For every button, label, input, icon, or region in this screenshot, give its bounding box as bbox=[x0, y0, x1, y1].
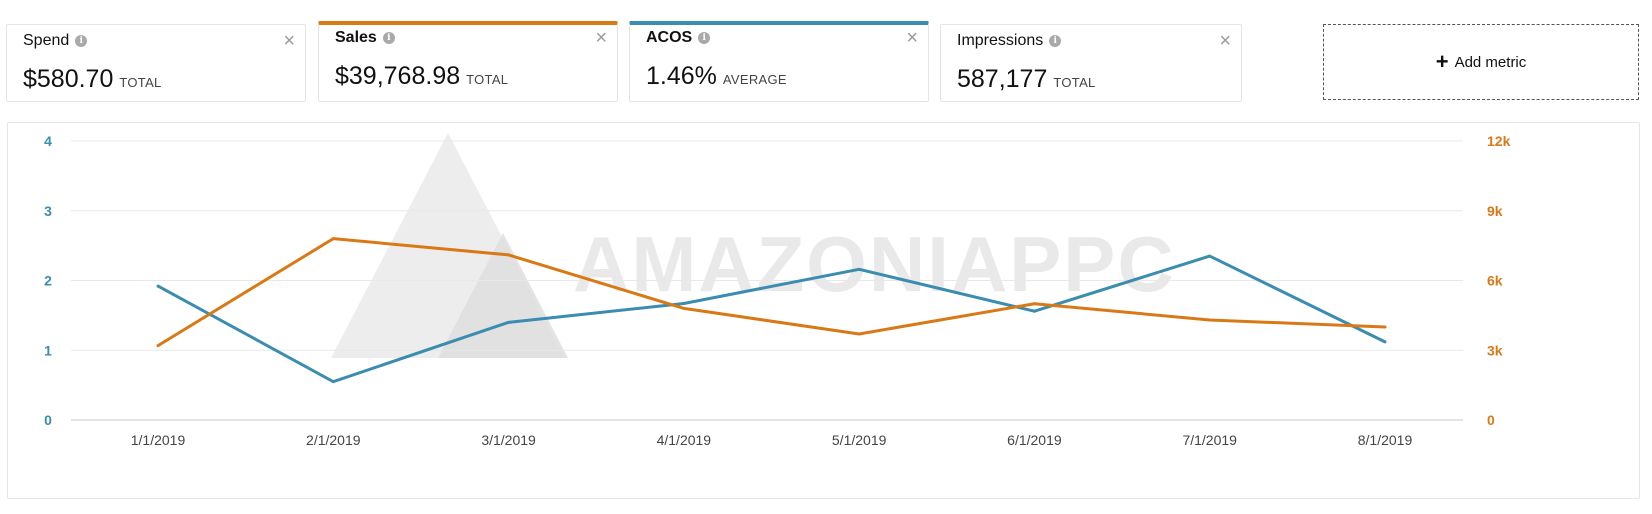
data-point-acos bbox=[1032, 309, 1036, 313]
data-point-sales bbox=[507, 253, 511, 257]
metric-value: $580.70 bbox=[23, 65, 114, 93]
data-point-acos bbox=[857, 267, 861, 271]
metric-aggregate: TOTAL bbox=[119, 75, 162, 90]
metric-name: Impressions i bbox=[957, 32, 1062, 50]
close-icon[interactable]: × bbox=[283, 30, 295, 52]
y-left-tick-label: 0 bbox=[44, 412, 52, 428]
metric-card-impressions[interactable]: Impressions i × 587,177 TOTAL bbox=[940, 24, 1242, 102]
y-right-tick-label: 9k bbox=[1487, 203, 1503, 219]
x-tick-label: 7/1/2019 bbox=[1182, 432, 1237, 448]
metric-card-sales[interactable]: Sales i × $39,768.98 TOTAL bbox=[318, 21, 618, 102]
data-point-sales bbox=[331, 237, 335, 241]
x-tick-label: 3/1/2019 bbox=[481, 432, 536, 448]
watermark-triangle bbox=[438, 233, 568, 358]
metric-card-spend[interactable]: Spend i × $580.70 TOTAL bbox=[6, 24, 306, 102]
y-left-tick-label: 2 bbox=[44, 273, 52, 289]
metric-name-label: Spend bbox=[23, 32, 70, 49]
add-metric-button[interactable]: + Add metric bbox=[1323, 24, 1639, 100]
data-point-acos bbox=[682, 302, 686, 306]
metric-value-row: 1.46% AVERAGE bbox=[646, 62, 787, 91]
line-chart: AMAZONIAPPC 0 0 1 3k 2 6k 3 9k 4 12k 1/1/2019 2/1/20… bbox=[44, 133, 1511, 448]
data-point-sales bbox=[857, 332, 861, 336]
watermark: AMAZONIAPPC bbox=[331, 133, 1176, 358]
x-tick-label: 2/1/2019 bbox=[306, 432, 361, 448]
metric-value-row: 587,177 TOTAL bbox=[957, 65, 1096, 94]
x-tick-label: 8/1/2019 bbox=[1358, 432, 1413, 448]
chart-panel: AMAZONIAPPC 0 0 1 3k 2 6k 3 9k 4 12k 1/1/2019 2/1/20… bbox=[7, 122, 1640, 499]
metric-name: Sales i bbox=[335, 29, 395, 47]
info-icon[interactable]: i bbox=[1049, 35, 1062, 47]
metric-aggregate: TOTAL bbox=[1053, 75, 1096, 90]
metric-value: $39,768.98 bbox=[335, 62, 461, 90]
close-icon[interactable]: × bbox=[906, 27, 918, 49]
y-right-tick-label: 12k bbox=[1487, 133, 1511, 149]
y-left-tick-label: 3 bbox=[44, 203, 52, 219]
add-metric-label: Add metric bbox=[1454, 53, 1527, 71]
data-point-acos bbox=[507, 320, 511, 324]
metric-name: Spend i bbox=[23, 32, 88, 50]
metric-value: 587,177 bbox=[957, 65, 1048, 93]
data-point-sales bbox=[1208, 318, 1212, 322]
metric-name-label: Impressions bbox=[957, 32, 1044, 49]
y-right-tick-label: 6k bbox=[1487, 273, 1503, 289]
metric-value-row: $580.70 TOTAL bbox=[23, 65, 162, 94]
y-left-tick-label: 1 bbox=[44, 342, 52, 358]
data-point-acos bbox=[1208, 254, 1212, 258]
metric-name-label: Sales bbox=[335, 29, 377, 46]
x-tick-label: 4/1/2019 bbox=[657, 432, 712, 448]
metric-value-row: $39,768.98 TOTAL bbox=[335, 62, 508, 91]
series-line-acos bbox=[157, 254, 1386, 384]
metric-aggregate: AVERAGE bbox=[722, 72, 787, 87]
close-icon[interactable]: × bbox=[1219, 30, 1231, 52]
series-line-sales bbox=[157, 237, 1386, 347]
data-point-acos bbox=[1383, 340, 1387, 344]
metric-aggregate: TOTAL bbox=[466, 72, 509, 87]
metric-card-acos[interactable]: ACOS i × 1.46% AVERAGE bbox=[629, 21, 929, 102]
info-icon[interactable]: i bbox=[75, 35, 88, 47]
data-point-sales bbox=[1383, 325, 1387, 329]
y-right-tick-label: 0 bbox=[1487, 412, 1495, 428]
y-left-tick-label: 4 bbox=[44, 133, 52, 149]
x-tick-label: 1/1/2019 bbox=[131, 432, 186, 448]
info-icon[interactable]: i bbox=[382, 32, 395, 44]
data-point-acos bbox=[331, 380, 335, 384]
data-point-sales bbox=[156, 344, 160, 348]
metric-value: 1.46% bbox=[646, 62, 717, 90]
data-point-sales bbox=[682, 306, 686, 310]
metric-name-label: ACOS bbox=[646, 29, 693, 46]
close-icon[interactable]: × bbox=[595, 27, 607, 49]
watermark-text: AMAZONIAPPC bbox=[573, 220, 1176, 308]
info-icon[interactable]: i bbox=[698, 32, 711, 44]
data-point-acos bbox=[156, 284, 160, 288]
plus-icon: + bbox=[1435, 49, 1449, 74]
x-tick-label: 6/1/2019 bbox=[1007, 432, 1062, 448]
data-point-sales bbox=[1032, 302, 1036, 306]
y-right-tick-label: 3k bbox=[1487, 342, 1503, 358]
x-tick-label: 5/1/2019 bbox=[832, 432, 887, 448]
metric-name: ACOS i bbox=[646, 29, 711, 47]
